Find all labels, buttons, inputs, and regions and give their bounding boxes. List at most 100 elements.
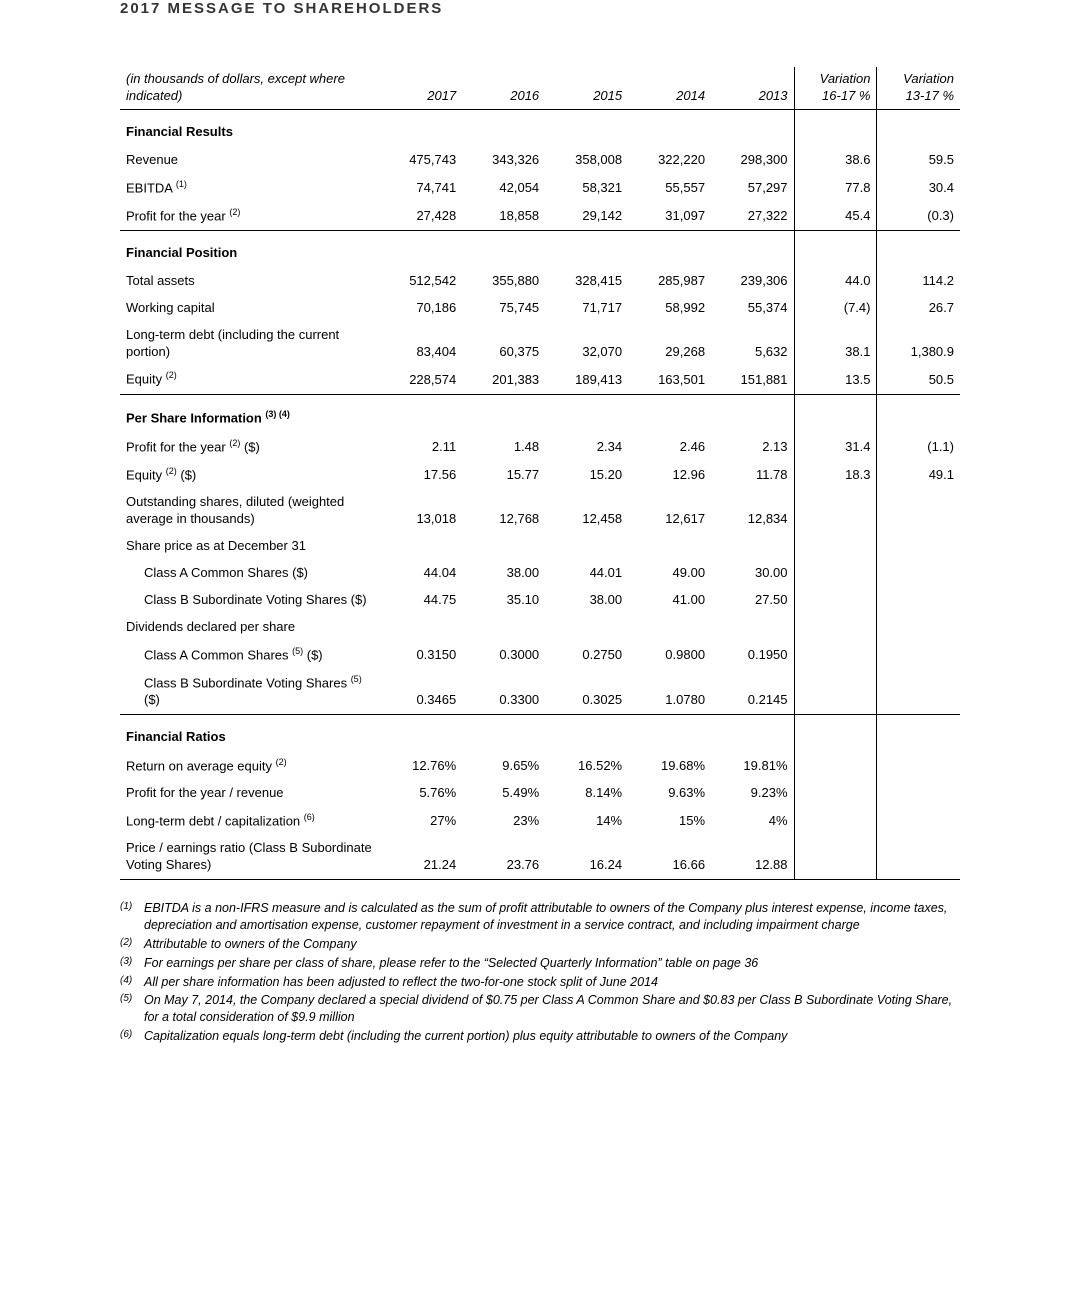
cell: 12.76% [379, 752, 462, 780]
table-row: Long-term debt / capitalization (6)27%23… [120, 807, 960, 835]
cell: 0.2145 [711, 669, 794, 715]
cell [545, 614, 628, 641]
row-label: Equity (2) ($) [120, 461, 379, 489]
cell: 71,717 [545, 295, 628, 322]
cell: 38.1 [794, 322, 877, 366]
cell: 30.4 [877, 174, 960, 202]
section-title: Financial Results [120, 110, 379, 147]
footnote: (3)For earnings per share per class of s… [120, 955, 960, 972]
cell: 16.66 [628, 835, 711, 879]
cell: 35.10 [462, 587, 545, 614]
footnote: (5)On May 7, 2014, the Company declared … [120, 992, 960, 1026]
footnote-num: (2) [120, 936, 144, 953]
footnote-text: Attributable to owners of the Company [144, 936, 960, 953]
table-row: Return on average equity (2)12.76%9.65%1… [120, 752, 960, 780]
table-row: Class A Common Shares (5) ($)0.31500.300… [120, 641, 960, 669]
cell: 0.3150 [379, 641, 462, 669]
table-row: Profit for the year (2) ($)2.111.482.342… [120, 433, 960, 461]
cell [379, 533, 462, 560]
footnote-text: For earnings per share per class of shar… [144, 955, 960, 972]
cell: 44.01 [545, 560, 628, 587]
cell [711, 614, 794, 641]
row-label: Working capital [120, 295, 379, 322]
cell: 16.24 [545, 835, 628, 879]
cell: 355,880 [462, 268, 545, 295]
cell [794, 807, 877, 835]
row-label: Equity (2) [120, 365, 379, 394]
cell: 31.4 [794, 433, 877, 461]
cell: 59.5 [877, 147, 960, 174]
row-label: Long-term debt (including the current po… [120, 322, 379, 366]
footnotes: (1)EBITDA is a non-IFRS measure and is c… [120, 900, 960, 1045]
cell [877, 587, 960, 614]
row-label: Class A Common Shares (5) ($) [120, 641, 379, 669]
cell [628, 614, 711, 641]
cell: 31,097 [628, 202, 711, 231]
cell: 55,374 [711, 295, 794, 322]
cell [877, 752, 960, 780]
cell: 5,632 [711, 322, 794, 366]
cell: 70,186 [379, 295, 462, 322]
cell: 58,992 [628, 295, 711, 322]
cell: 15% [628, 807, 711, 835]
cell: 21.24 [379, 835, 462, 879]
cell: 0.3465 [379, 669, 462, 715]
cell: 151,881 [711, 365, 794, 394]
cell [711, 533, 794, 560]
table-row: Class B Subordinate Voting Shares (5) ($… [120, 669, 960, 715]
cell: 2.34 [545, 433, 628, 461]
footnote-num: (4) [120, 974, 144, 991]
cell: 29,268 [628, 322, 711, 366]
col-2015: 2015 [545, 67, 628, 109]
cell [794, 533, 877, 560]
cell: 27,322 [711, 202, 794, 231]
cell: 23.76 [462, 835, 545, 879]
cell: 358,008 [545, 147, 628, 174]
cell: 41.00 [628, 587, 711, 614]
table-row: EBITDA (1)74,74142,05458,32155,55757,297… [120, 174, 960, 202]
row-label: Return on average equity (2) [120, 752, 379, 780]
row-label: Profit for the year (2) [120, 202, 379, 231]
cell: 12,458 [545, 489, 628, 533]
cell: 9.63% [628, 780, 711, 807]
row-label: Class B Subordinate Voting Shares ($) [120, 587, 379, 614]
cell [545, 533, 628, 560]
cell: 13,018 [379, 489, 462, 533]
row-label: Long-term debt / capitalization (6) [120, 807, 379, 835]
col-2016: 2016 [462, 67, 545, 109]
cell [877, 669, 960, 715]
footnote-text: All per share information has been adjus… [144, 974, 960, 991]
cell: 1.0780 [628, 669, 711, 715]
cell: 16.52% [545, 752, 628, 780]
cell: 1.48 [462, 433, 545, 461]
footnote-text: EBITDA is a non-IFRS measure and is calc… [144, 900, 960, 934]
cell: 2.13 [711, 433, 794, 461]
financial-table: (in thousands of dollars, except where i… [120, 67, 960, 880]
cell: 0.3025 [545, 669, 628, 715]
cell [794, 835, 877, 879]
cell [628, 533, 711, 560]
cell [794, 614, 877, 641]
footnote: (1)EBITDA is a non-IFRS measure and is c… [120, 900, 960, 934]
header-note: (in thousands of dollars, except where i… [120, 67, 379, 109]
cell: 17.56 [379, 461, 462, 489]
cell: 298,300 [711, 147, 794, 174]
cell: 18,858 [462, 202, 545, 231]
table-row: Class A Common Shares ($)44.0438.0044.01… [120, 560, 960, 587]
cell [794, 560, 877, 587]
row-label: Price / earnings ratio (Class B Subordin… [120, 835, 379, 879]
col-2013: 2013 [711, 67, 794, 109]
cell: 15.77 [462, 461, 545, 489]
cell: 343,326 [462, 147, 545, 174]
cell: 38.6 [794, 147, 877, 174]
cell [877, 533, 960, 560]
cell: 1,380.9 [877, 322, 960, 366]
table-row: Long-term debt (including the current po… [120, 322, 960, 366]
footnote-text: On May 7, 2014, the Company declared a s… [144, 992, 960, 1026]
col-var1317: Variation 13-17 % [877, 67, 960, 109]
cell: 27,428 [379, 202, 462, 231]
cell [462, 614, 545, 641]
cell: 49.00 [628, 560, 711, 587]
cell: 8.14% [545, 780, 628, 807]
section-title: Financial Position [120, 231, 379, 268]
